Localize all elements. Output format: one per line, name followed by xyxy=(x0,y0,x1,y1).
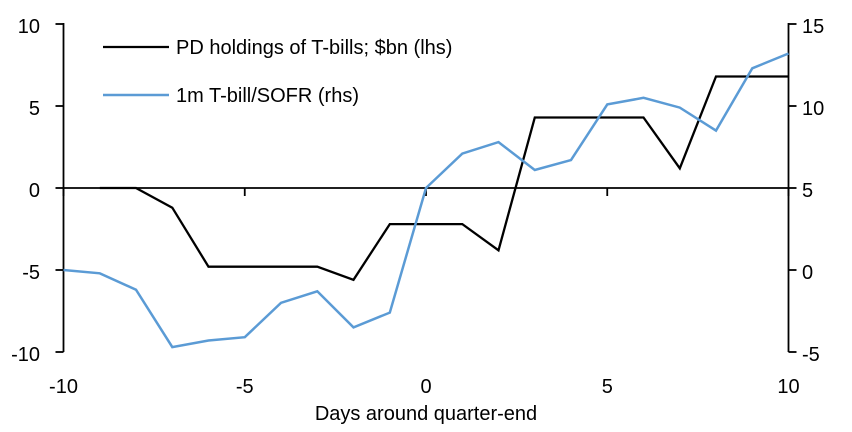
legend: PD holdings of T-bills; $bn (lhs) 1m T-b… xyxy=(103,37,452,107)
x-axis-tick-label: 5 xyxy=(602,376,613,398)
x-axis-title: Days around quarter-end xyxy=(315,403,537,425)
x-axis-tick-label: 10 xyxy=(777,376,799,398)
right-axis-tick-label: 5 xyxy=(802,180,813,202)
left-axis-tick-label: -5 xyxy=(22,262,40,284)
legend-label-lhs: PD holdings of T-bills; $bn (lhs) xyxy=(176,37,452,59)
x-axis-tick-label: 0 xyxy=(420,376,431,398)
left-axis-tick-label: 5 xyxy=(29,98,40,120)
right-axis-tick-label: 10 xyxy=(802,98,824,120)
legend-label-rhs: 1m T-bill/SOFR (rhs) xyxy=(176,85,359,107)
right-axis-tick-label: -5 xyxy=(802,344,820,366)
x-axis-tick-label: -5 xyxy=(236,376,254,398)
x-axis-tick-label: -10 xyxy=(49,376,78,398)
left-axis-tick-label: -10 xyxy=(11,344,40,366)
left-axis-tick-label: 0 xyxy=(29,180,40,202)
right-axis-tick-label: 0 xyxy=(802,262,813,284)
left-axis-tick-label: 10 xyxy=(18,16,40,38)
series-line-pd-holdings xyxy=(99,75,789,282)
right-axis-tick-label: 15 xyxy=(802,16,824,38)
series-line-tbill-sofr xyxy=(63,52,789,349)
